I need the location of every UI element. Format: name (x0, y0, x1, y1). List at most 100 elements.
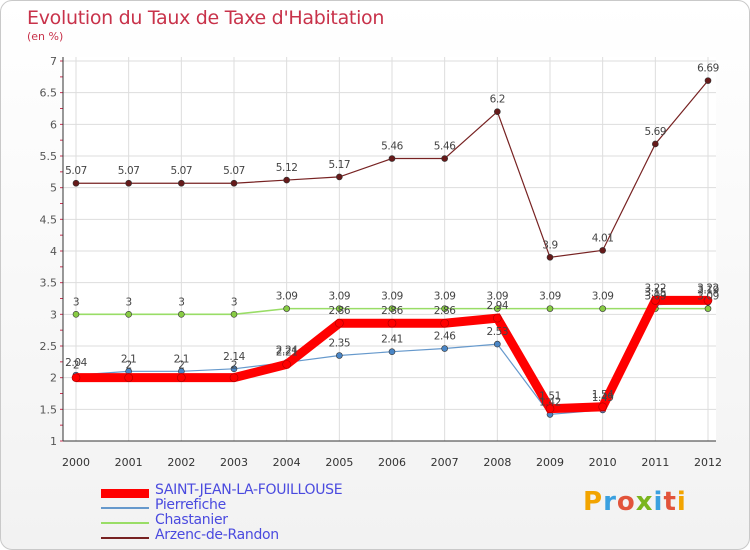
legend-label: Chastanier (155, 512, 228, 528)
x-tick-label: 2012 (694, 456, 722, 469)
data-point (545, 404, 555, 414)
data-label: 2.86 (381, 305, 403, 317)
data-point (546, 254, 554, 261)
data-label: 3 (178, 296, 184, 308)
data-point (704, 77, 712, 84)
data-label: 2.94 (486, 300, 508, 312)
data-point (494, 305, 501, 312)
data-label: 2.21 (276, 346, 298, 358)
y-tick-label: 3 (50, 308, 57, 321)
data-label: 3.09 (592, 291, 614, 303)
x-tick-label: 2008 (483, 456, 511, 469)
data-label: 2.41 (381, 334, 403, 346)
data-label: 3.09 (697, 291, 719, 303)
x-tick-label: 2009 (536, 456, 564, 469)
x-tick-label: 2005 (325, 456, 353, 469)
data-point (388, 348, 396, 356)
x-tick-label: 2002 (167, 456, 195, 469)
data-label: 2 (231, 360, 237, 372)
data-point (125, 179, 132, 187)
data-point (125, 311, 132, 318)
y-tick-label: 6.5 (40, 87, 58, 100)
data-label: 5.12 (276, 162, 298, 174)
data-point (71, 373, 81, 382)
logo-letter: t (663, 487, 677, 517)
data-point (493, 313, 502, 323)
data-point (440, 318, 449, 328)
y-tick-label: 3.5 (40, 277, 58, 290)
data-label: 2.46 (434, 331, 456, 343)
data-point (178, 311, 185, 318)
x-tick-label: 2004 (273, 456, 301, 469)
data-label: 3 (73, 296, 79, 308)
logo-letter: i (653, 487, 664, 517)
logo-letter: P (583, 487, 604, 517)
legend-label: Arzenc-de-Randon (155, 527, 279, 543)
data-label: 3.09 (381, 291, 403, 303)
data-point (230, 365, 238, 373)
data-label: 2.86 (328, 305, 350, 317)
data-label: 2.24 (276, 344, 298, 356)
data-point (704, 305, 712, 312)
data-label: 5.07 (65, 165, 87, 177)
y-tick-label: 5.5 (40, 150, 58, 163)
data-point (599, 305, 606, 312)
data-label: 3 (231, 296, 237, 308)
data-point (494, 340, 501, 348)
data-label: 2.86 (434, 305, 456, 317)
data-label: 1.42 (539, 396, 561, 408)
data-point (336, 305, 343, 312)
legend-label: SAINT-JEAN-LA-FOUILLOUSE (155, 482, 343, 498)
x-tick-label: 2011 (641, 456, 669, 469)
data-label: 5.46 (381, 141, 403, 153)
data-label: 2.14 (223, 351, 245, 363)
data-point (283, 305, 290, 312)
legend-swatch (101, 489, 149, 498)
data-point (335, 318, 344, 328)
legend-swatch (101, 537, 149, 539)
data-point (388, 305, 396, 312)
data-label: 2.04 (65, 357, 87, 369)
y-tick-label: 2 (50, 372, 57, 385)
legend-swatch (101, 507, 149, 509)
data-point (387, 318, 397, 328)
data-label: 5.07 (170, 165, 192, 177)
y-tick-label: 7 (50, 55, 57, 68)
x-tick-label: 2007 (431, 456, 459, 469)
data-label: 3.19 (697, 284, 719, 296)
data-point (283, 176, 290, 184)
data-label: 1.54 (592, 389, 614, 401)
x-tick-label: 2003 (220, 456, 248, 469)
data-label: 4.01 (592, 232, 614, 244)
data-point (177, 373, 186, 382)
data-label: 2.35 (328, 338, 350, 350)
data-point (230, 311, 238, 318)
data-label: 3.9 (542, 239, 558, 251)
data-point (703, 296, 713, 305)
y-tick-label: 1.5 (40, 403, 58, 416)
data-label: 3.09 (276, 291, 298, 303)
data-label: 3.09 (434, 291, 456, 303)
logo-letter: i (676, 487, 687, 517)
data-label: 5.69 (644, 126, 666, 138)
data-label: 5.07 (223, 165, 245, 177)
data-point (441, 155, 448, 162)
data-point (388, 155, 396, 162)
data-point (546, 305, 554, 312)
data-point (441, 345, 448, 352)
data-label: 6.69 (697, 63, 719, 75)
data-point (599, 247, 606, 254)
data-label: 2.1 (121, 353, 137, 365)
data-point (652, 140, 659, 148)
data-point (282, 360, 291, 369)
data-point (441, 305, 448, 312)
y-tick-label: 4 (50, 245, 57, 258)
data-point (229, 373, 239, 382)
legend-label: Pierrefiche (155, 497, 226, 513)
y-tick-label: 2.5 (40, 340, 58, 353)
data-point (72, 179, 80, 187)
data-point (336, 352, 343, 359)
data-point (178, 179, 185, 187)
